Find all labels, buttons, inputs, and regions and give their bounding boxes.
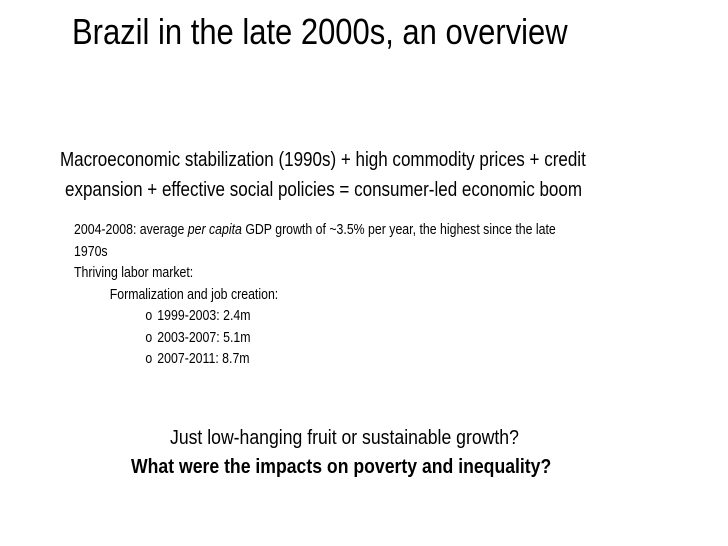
job-creation-item: o 2007-2011: 8.7m bbox=[74, 349, 686, 371]
impacts-question: What were the impacts on poverty and ine… bbox=[131, 455, 552, 478]
job-creation-item: o 2003-2007: 5.1m bbox=[74, 328, 686, 350]
headline-equation: Macroeconomic stabilization (1990s) + hi… bbox=[60, 145, 691, 205]
gdp-growth-text: 2004-2008: average per capita GDP growth… bbox=[74, 220, 686, 242]
job-creation-value: 2007-2011: 8.7m bbox=[157, 351, 250, 367]
slide-title: Brazil in the late 2000s, an overview bbox=[72, 11, 568, 52]
formalization-heading: Formalization and job creation: bbox=[109, 286, 279, 303]
gdp-growth-suffix: GDP growth of ~3.5% per year, the highes… bbox=[241, 222, 556, 238]
labor-market-heading: Thriving labor market: bbox=[74, 265, 194, 281]
bullet-icon: o bbox=[145, 351, 153, 367]
headline-line-1: Macroeconomic stabilization (1990s) + hi… bbox=[60, 148, 586, 171]
job-creation-value: 1999-2003: 2.4m bbox=[157, 308, 251, 324]
gdp-growth-prefix: 2004-2008: average bbox=[74, 222, 188, 238]
bullet-icon: o bbox=[145, 308, 153, 324]
headline-line-2: expansion + effective social policies = … bbox=[64, 178, 583, 201]
per-capita-emphasis: per capita bbox=[187, 222, 242, 238]
growth-question: Just low-hanging fruit or sustainable gr… bbox=[170, 426, 519, 449]
job-creation-value: 2003-2007: 5.1m bbox=[157, 329, 251, 346]
bullet-icon: o bbox=[145, 329, 153, 346]
body-text: 2004-2008: average per capita GDP growth… bbox=[74, 220, 686, 371]
job-creation-item: o 1999-2003: 2.4m bbox=[74, 306, 686, 328]
gdp-growth-continued: 1970s bbox=[74, 243, 108, 260]
